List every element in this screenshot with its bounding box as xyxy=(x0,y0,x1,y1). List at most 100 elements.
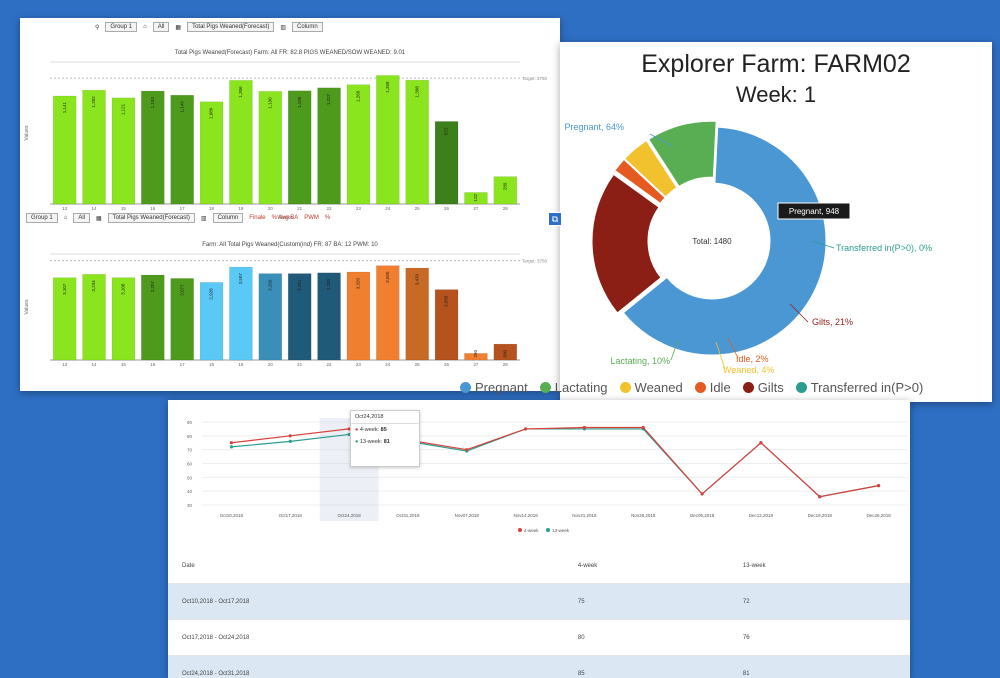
bar-data-label: 3,260 xyxy=(268,279,273,291)
export-icon[interactable]: ⧉ xyxy=(548,212,562,226)
table-icon[interactable]: ▦ xyxy=(95,215,102,222)
bar[interactable] xyxy=(434,289,459,361)
slice-leader-line xyxy=(789,303,809,323)
filter-icon[interactable]: ⚲ xyxy=(95,24,100,31)
slice-gilts[interactable] xyxy=(591,173,662,314)
bar[interactable] xyxy=(141,90,165,205)
idle-icon xyxy=(694,382,706,393)
bar[interactable] xyxy=(170,94,194,205)
slice-leader-line xyxy=(727,337,739,359)
x-tick-label: 19 xyxy=(238,362,244,367)
bar-data-label: 1,306 xyxy=(238,86,243,98)
y-tick-label: 80 xyxy=(187,434,193,439)
bar[interactable] xyxy=(199,101,224,205)
bar[interactable] xyxy=(464,353,488,361)
legend-label[interactable]: 13-week xyxy=(552,528,570,533)
data-point[interactable] xyxy=(288,434,292,438)
header-date[interactable]: Date xyxy=(168,548,564,584)
bar[interactable] xyxy=(376,75,400,205)
bar[interactable] xyxy=(229,80,253,205)
data-point[interactable] xyxy=(229,445,234,449)
group-select-2[interactable]: Group 1 xyxy=(26,213,58,223)
chart-icon[interactable]: ▥ xyxy=(200,215,207,222)
y-tick-label: 50 xyxy=(187,475,193,480)
bar[interactable] xyxy=(346,84,371,205)
legend-marker[interactable] xyxy=(518,528,522,532)
bar[interactable] xyxy=(493,176,518,205)
data-point[interactable] xyxy=(347,432,351,437)
slice-pregnant[interactable] xyxy=(622,126,827,356)
legend-marker[interactable] xyxy=(546,528,550,532)
x-tick-label: 20 xyxy=(268,206,274,211)
x-tick-label: Oct17,2018 xyxy=(279,513,303,518)
bar[interactable] xyxy=(287,273,312,361)
header-13week[interactable]: 13-week xyxy=(728,548,910,584)
data-point[interactable] xyxy=(876,484,881,488)
table-icon[interactable]: ▦ xyxy=(175,24,182,31)
bar[interactable] xyxy=(287,90,312,205)
slice-weaned[interactable] xyxy=(624,139,678,198)
header-4week[interactable]: 4-week xyxy=(563,548,729,584)
bar[interactable] xyxy=(141,274,165,361)
bar[interactable] xyxy=(170,278,194,361)
group-select[interactable]: Group 1 xyxy=(105,22,138,32)
data-point[interactable] xyxy=(700,492,704,496)
legend-item-transferred[interactable]: Transferred in(P>0) xyxy=(795,380,923,395)
bar[interactable] xyxy=(405,267,429,361)
bar[interactable] xyxy=(493,343,518,361)
bar-data-label: 872 xyxy=(444,127,449,135)
data-point[interactable] xyxy=(229,441,234,445)
line-chart: 30 40 50 60 70 80 90 Oct10,2018 Oct17,2018 Oct24,… xyxy=(187,418,908,533)
legend-label[interactable]: 4-week xyxy=(524,528,539,533)
data-point[interactable] xyxy=(582,425,587,430)
donut-title: Explorer Farm: FARM02 xyxy=(641,50,911,78)
table-row[interactable]: Oct10,2018 - Oct17,2018 75 72 xyxy=(168,583,910,620)
data-point[interactable] xyxy=(759,441,763,445)
chart-type-select[interactable]: Column xyxy=(292,22,323,32)
data-point[interactable] xyxy=(288,439,292,443)
series-line[interactable] xyxy=(231,426,879,498)
bar[interactable] xyxy=(229,266,253,361)
farm-select[interactable]: All xyxy=(152,22,170,32)
bar[interactable] xyxy=(82,89,106,205)
home-icon[interactable]: ⌂ xyxy=(63,215,68,221)
bar[interactable] xyxy=(346,271,371,361)
bar[interactable] xyxy=(111,97,136,205)
legend-item-idle[interactable]: Idle xyxy=(694,380,731,395)
chart-icon[interactable]: ▥ xyxy=(280,24,286,31)
table-row[interactable]: Oct17,2018 - Oct24,2018 80 76 xyxy=(168,619,910,656)
bar[interactable] xyxy=(52,277,77,361)
bar[interactable] xyxy=(405,79,429,205)
chart-type-select-2[interactable]: Column xyxy=(212,213,244,223)
legend-item-weaned[interactable]: Weaned xyxy=(619,380,683,395)
measure-select-2[interactable]: Total Pigs Weaned(Forecast) xyxy=(107,213,195,223)
bar[interactable] xyxy=(317,87,341,205)
legend-item-gilts[interactable]: Gilts xyxy=(742,380,784,395)
slice-idle[interactable] xyxy=(614,158,666,204)
bar[interactable] xyxy=(52,95,77,205)
bar[interactable] xyxy=(111,277,136,361)
bar[interactable] xyxy=(258,273,283,361)
measure-select[interactable]: Total Pigs Weaned(Forecast) xyxy=(187,22,275,32)
bar[interactable] xyxy=(376,265,400,361)
data-point[interactable] xyxy=(523,427,528,431)
bar[interactable] xyxy=(434,121,459,205)
bar[interactable] xyxy=(82,274,106,361)
slice-lactating[interactable] xyxy=(648,120,717,188)
data-point[interactable] xyxy=(465,448,469,452)
legend-item-pregnant[interactable]: Pregnant xyxy=(460,380,528,395)
legend-item-lactating[interactable]: Lactating xyxy=(539,380,608,395)
x-tick-label: Oct24,2018 xyxy=(337,513,361,518)
table-row[interactable]: Oct24,2018 - Oct31,2018 85 81 xyxy=(168,655,910,678)
data-point[interactable] xyxy=(641,425,645,430)
data-point[interactable] xyxy=(347,427,351,431)
bar-data-label: 1,121 xyxy=(121,103,126,115)
home-icon[interactable]: ⌂ xyxy=(143,24,147,30)
farm-select-2[interactable]: All xyxy=(73,213,90,223)
bar[interactable] xyxy=(199,282,224,361)
bar[interactable] xyxy=(317,272,341,361)
x-tick-label: 20 xyxy=(268,362,274,367)
data-point[interactable] xyxy=(818,495,822,499)
bar[interactable] xyxy=(258,91,283,205)
bar[interactable] xyxy=(464,192,488,205)
